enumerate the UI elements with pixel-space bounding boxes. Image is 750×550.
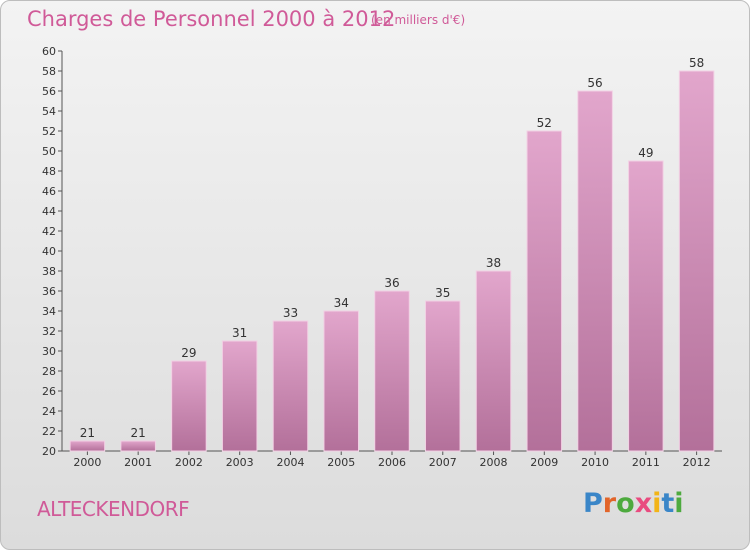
bar bbox=[577, 90, 613, 452]
bar bbox=[323, 310, 359, 452]
y-tick-label: 36 bbox=[42, 285, 56, 298]
bar-value-label: 52 bbox=[537, 116, 552, 130]
y-tick-label: 38 bbox=[42, 265, 56, 278]
bar bbox=[425, 300, 461, 452]
x-tick-label: 2008 bbox=[480, 456, 508, 469]
x-tick-label: 2000 bbox=[73, 456, 101, 469]
x-tick-label: 2009 bbox=[530, 456, 558, 469]
bar-value-label: 21 bbox=[131, 426, 146, 440]
bar-value-label: 33 bbox=[283, 306, 298, 320]
bar bbox=[120, 440, 156, 452]
y-tick-label: 52 bbox=[42, 125, 56, 138]
x-tick-label: 2006 bbox=[378, 456, 406, 469]
x-tick-label: 2007 bbox=[429, 456, 457, 469]
logo-letter: P bbox=[583, 488, 603, 519]
y-tick-label: 28 bbox=[42, 365, 56, 378]
x-tick-label: 2002 bbox=[175, 456, 203, 469]
chart-labels: 21 2000 21 2001 29 2002 31 2003 33 2004 34 2005 36 20… bbox=[73, 56, 710, 469]
x-tick-label: 2003 bbox=[226, 456, 254, 469]
bar-value-label: 49 bbox=[638, 146, 653, 160]
y-tick-label: 42 bbox=[42, 225, 56, 238]
logo-letter: r bbox=[602, 488, 617, 519]
y-tick-label: 60 bbox=[42, 45, 56, 58]
bar-value-label: 34 bbox=[334, 296, 349, 310]
x-tick-label: 2001 bbox=[124, 456, 152, 469]
bar-value-label: 38 bbox=[486, 256, 501, 270]
y-tick-label: 24 bbox=[42, 405, 56, 418]
bar-value-label: 58 bbox=[689, 56, 704, 70]
y-tick-label: 32 bbox=[42, 325, 56, 338]
bar bbox=[628, 160, 664, 452]
bar bbox=[475, 270, 512, 452]
y-tick-label: 44 bbox=[42, 205, 56, 218]
logo-letter: x bbox=[634, 488, 653, 519]
y-tick-label: 30 bbox=[42, 345, 56, 358]
logo-letter: o bbox=[616, 488, 635, 519]
x-tick-label: 2010 bbox=[581, 456, 609, 469]
bar bbox=[221, 340, 258, 452]
bar-value-label: 29 bbox=[181, 346, 196, 360]
commune-name: ALTECKENDORF bbox=[37, 497, 190, 521]
bar bbox=[526, 130, 563, 452]
y-tick-label: 58 bbox=[42, 65, 56, 78]
bar bbox=[374, 290, 410, 452]
y-tick-label: 50 bbox=[42, 145, 56, 158]
x-tick-label: 2011 bbox=[632, 456, 660, 469]
bar bbox=[678, 70, 715, 452]
chart-bars bbox=[69, 70, 715, 452]
bar bbox=[272, 320, 309, 452]
y-tick-label: 48 bbox=[42, 165, 56, 178]
y-tick-label: 34 bbox=[42, 305, 56, 318]
y-tick-label: 56 bbox=[42, 85, 56, 98]
bar-value-label: 56 bbox=[587, 76, 602, 90]
bar-value-label: 21 bbox=[80, 426, 95, 440]
y-tick-label: 20 bbox=[42, 445, 56, 458]
y-tick-label: 54 bbox=[42, 105, 56, 118]
proxiti-logo[interactable]: Proxiti bbox=[583, 488, 684, 519]
chart-subtitle: (en milliers d'€) bbox=[371, 13, 466, 27]
x-tick-label: 2012 bbox=[683, 456, 711, 469]
y-tick-label: 40 bbox=[42, 245, 56, 258]
y-tick-label: 26 bbox=[42, 385, 56, 398]
y-tick-label: 22 bbox=[42, 425, 56, 438]
bar-value-label: 35 bbox=[435, 286, 450, 300]
x-tick-label: 2005 bbox=[327, 456, 355, 469]
logo-letter: i bbox=[674, 488, 684, 519]
chart-axes: 20 22 24 26 28 30 32 34 36 38 40 42 44 46 48 50 52 54 56 58… bbox=[42, 45, 722, 458]
chart-title: Charges de Personnel 2000 à 2012 bbox=[27, 7, 396, 31]
bar bbox=[171, 360, 207, 452]
bar-value-label: 36 bbox=[384, 276, 399, 290]
bar-value-label: 31 bbox=[232, 326, 247, 340]
x-tick-label: 2004 bbox=[276, 456, 304, 469]
logo-letter: t bbox=[661, 488, 675, 519]
logo-letter: i bbox=[652, 488, 662, 519]
bar bbox=[69, 440, 106, 452]
y-tick-label: 46 bbox=[42, 185, 56, 198]
